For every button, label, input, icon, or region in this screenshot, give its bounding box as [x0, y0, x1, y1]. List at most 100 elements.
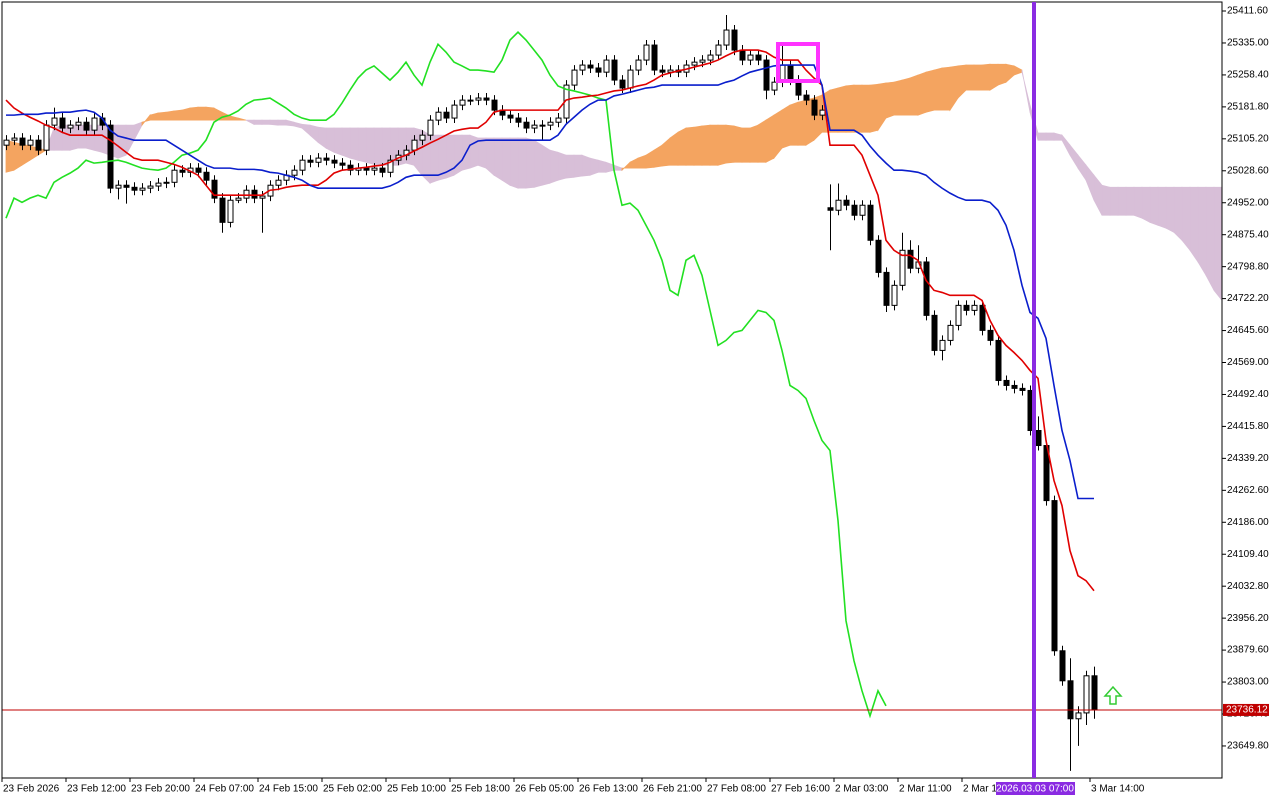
y-tick-label: 23803.00: [1227, 677, 1269, 688]
candle-body: [619, 79, 626, 89]
candle-body: [83, 121, 90, 131]
cloud-segment: [477, 137, 487, 169]
axes: 25411.60 25335.00 25258.40 25181.80 25105.20…: [1, 6, 1269, 795]
indicator-line: [6, 64, 1094, 500]
candle-body: [859, 204, 866, 216]
cloud-segment: [69, 124, 79, 151]
cloud-segment: [493, 137, 503, 181]
candle-body: [1019, 387, 1026, 391]
candle-body: [643, 44, 650, 61]
candle-body: [579, 64, 586, 71]
cloud-segment: [765, 114, 775, 163]
cloud-segment: [541, 144, 551, 186]
cloud-segment: [1109, 186, 1119, 216]
y-tick-label: 25181.80: [1227, 102, 1269, 113]
candle-body: [1075, 712, 1082, 720]
candle-body: [659, 69, 666, 73]
y-tick-label: 24415.80: [1227, 421, 1269, 432]
cloud-segment: [1141, 186, 1151, 224]
cloud-segment: [525, 137, 535, 189]
candle-body: [555, 117, 562, 123]
y-tick-label: 24722.20: [1227, 293, 1269, 304]
cloud-segment: [565, 154, 575, 179]
cloud-segment: [453, 134, 463, 176]
candle-body: [931, 314, 938, 351]
up-arrow: [1103, 685, 1123, 705]
candle-body: [587, 64, 594, 69]
candle-body: [379, 167, 386, 173]
cloud-segment: [749, 124, 759, 163]
cloud-segment: [685, 126, 695, 166]
cloud-segment: [517, 137, 527, 189]
cloud-segment: [973, 64, 983, 91]
candle-body: [11, 137, 18, 141]
candle-body: [123, 184, 130, 188]
x-tick-label: 23 Feb 12:00: [67, 784, 126, 795]
y-tick-label: 24875.40: [1227, 229, 1269, 240]
candle-body: [1035, 430, 1042, 447]
candle-body: [443, 111, 450, 119]
cloud-segment: [797, 99, 807, 146]
candle-body: [627, 69, 634, 89]
candle-body: [211, 179, 218, 199]
cloud-segment: [1213, 186, 1222, 301]
cloud-segment: [549, 149, 559, 184]
cloud-segment: [61, 124, 71, 151]
candle-body: [747, 54, 754, 61]
candle-body: [1003, 379, 1010, 386]
cloud-segment: [597, 159, 607, 173]
candle-body: [515, 117, 522, 123]
candle-body: [1067, 680, 1074, 720]
cloud-segment: [965, 64, 975, 91]
cloud-segment: [1157, 186, 1167, 229]
cloud-segment: [741, 127, 751, 163]
y-tick-label: 24798.80: [1227, 261, 1269, 272]
candle-body: [315, 157, 322, 163]
candle-body: [595, 67, 602, 73]
plot-frame: [1, 1, 1223, 779]
cloud-segment: [341, 127, 351, 159]
candle-body: [195, 167, 202, 173]
y-tick-label: 24492.40: [1227, 389, 1269, 400]
candle-body: [307, 159, 314, 163]
cloud-segment: [781, 104, 791, 149]
candle-body: [819, 109, 826, 116]
candle-body: [363, 167, 370, 171]
x-tick-label: 3 Mar 14:00: [1091, 784, 1145, 795]
candle-body: [251, 189, 258, 199]
candle-body: [603, 59, 610, 73]
candle-body: [827, 207, 834, 211]
x-tick-label: 24 Feb 07:00: [195, 784, 254, 795]
cloud-segment: [533, 139, 543, 188]
x-tick-label: 25 Feb 02:00: [323, 784, 382, 795]
x-tick-label: 25 Feb 18:00: [451, 784, 510, 795]
y-tick-label: 25258.40: [1227, 70, 1269, 81]
x-tick-label: 27 Feb 16:00: [771, 784, 830, 795]
candle-body: [147, 185, 154, 189]
candle-body: [27, 139, 34, 146]
cloud-segment: [197, 106, 207, 121]
plot-area: [2, 15, 1222, 771]
candle-body: [67, 124, 74, 129]
cloud-segment: [1101, 184, 1111, 216]
x-tick-label: 26 Feb 13:00: [579, 784, 638, 795]
crosshair-label-box: [996, 782, 1075, 795]
x-tick-label: 26 Feb 05:00: [515, 784, 574, 795]
candle-body: [739, 49, 746, 61]
candle-body: [987, 329, 994, 341]
cloud-segment: [261, 119, 271, 125]
cloud-segment: [1037, 132, 1047, 141]
x-tick-label: 2 Mar 11:00: [899, 784, 952, 795]
cloud-segment: [837, 85, 847, 133]
cloud-segment: [997, 63, 1007, 86]
cloud-segment: [733, 125, 743, 163]
candle-body: [547, 121, 554, 126]
candle-body: [155, 182, 162, 187]
cloud-segment: [485, 137, 495, 177]
candle-body: [875, 239, 882, 273]
cloud-segment: [1149, 186, 1159, 226]
cloud-segment: [557, 151, 567, 181]
candle-body: [419, 134, 426, 141]
y-tick-label: 25411.60: [1227, 6, 1268, 17]
candle-body: [163, 181, 170, 184]
